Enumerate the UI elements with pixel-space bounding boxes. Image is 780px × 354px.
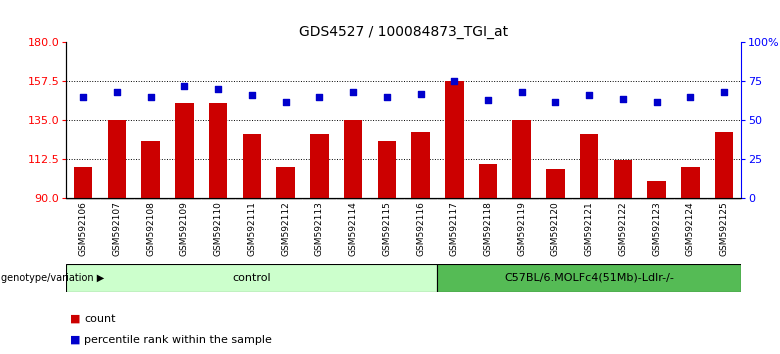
Bar xyxy=(647,181,666,198)
Text: GSM592115: GSM592115 xyxy=(382,201,392,256)
Point xyxy=(144,94,157,100)
Point xyxy=(718,90,730,95)
Text: GSM592117: GSM592117 xyxy=(450,201,459,256)
Point xyxy=(414,91,427,97)
Text: GSM592110: GSM592110 xyxy=(214,201,222,256)
Point xyxy=(347,90,360,95)
Bar xyxy=(546,169,565,198)
Text: control: control xyxy=(232,273,271,283)
Text: GSM592118: GSM592118 xyxy=(484,201,492,256)
Bar xyxy=(344,120,363,198)
Text: GSM592122: GSM592122 xyxy=(619,201,627,256)
Text: GSM592120: GSM592120 xyxy=(551,201,560,256)
Text: GSM592107: GSM592107 xyxy=(112,201,122,256)
Bar xyxy=(681,167,700,198)
Point xyxy=(617,96,629,101)
Text: GSM592119: GSM592119 xyxy=(517,201,526,256)
Text: GSM592109: GSM592109 xyxy=(180,201,189,256)
Bar xyxy=(108,120,126,198)
Point xyxy=(212,86,225,92)
Point xyxy=(549,99,562,104)
Text: GSM592106: GSM592106 xyxy=(79,201,87,256)
Bar xyxy=(512,120,531,198)
Bar xyxy=(276,167,295,198)
Text: GSM592121: GSM592121 xyxy=(585,201,594,256)
Text: GSM592114: GSM592114 xyxy=(349,201,357,256)
Bar xyxy=(310,134,328,198)
Text: ■: ■ xyxy=(70,335,84,345)
Text: C57BL/6.MOLFc4(51Mb)-Ldlr-/-: C57BL/6.MOLFc4(51Mb)-Ldlr-/- xyxy=(504,273,674,283)
Text: GSM592113: GSM592113 xyxy=(315,201,324,256)
Text: count: count xyxy=(84,314,115,324)
Text: GSM592123: GSM592123 xyxy=(652,201,661,256)
Text: genotype/variation ▶: genotype/variation ▶ xyxy=(1,273,104,283)
Point xyxy=(111,90,123,95)
Point xyxy=(381,94,393,100)
Point xyxy=(178,83,190,89)
Bar xyxy=(714,132,733,198)
Text: GSM592108: GSM592108 xyxy=(146,201,155,256)
Text: GSM592111: GSM592111 xyxy=(247,201,257,256)
Point xyxy=(583,93,595,98)
Point xyxy=(516,90,528,95)
Bar xyxy=(209,103,228,198)
Point xyxy=(448,79,460,84)
Bar xyxy=(438,264,741,292)
Bar xyxy=(411,132,430,198)
Bar xyxy=(66,264,438,292)
Bar xyxy=(479,164,498,198)
Point xyxy=(77,94,90,100)
Bar xyxy=(74,167,93,198)
Point xyxy=(279,99,292,104)
Point xyxy=(684,94,697,100)
Bar xyxy=(580,134,598,198)
Text: GSM592125: GSM592125 xyxy=(720,201,729,256)
Point xyxy=(313,94,325,100)
Text: percentile rank within the sample: percentile rank within the sample xyxy=(84,335,272,345)
Point xyxy=(246,93,258,98)
Point xyxy=(482,97,495,103)
Bar xyxy=(175,103,193,198)
Title: GDS4527 / 100084873_TGI_at: GDS4527 / 100084873_TGI_at xyxy=(299,25,509,39)
Text: ■: ■ xyxy=(70,314,84,324)
Point xyxy=(651,99,663,104)
Bar xyxy=(378,141,396,198)
Bar xyxy=(243,134,261,198)
Text: GSM592124: GSM592124 xyxy=(686,201,695,256)
Bar xyxy=(141,141,160,198)
Text: GSM592112: GSM592112 xyxy=(281,201,290,256)
Bar xyxy=(614,160,633,198)
Bar xyxy=(445,81,463,198)
Text: GSM592116: GSM592116 xyxy=(416,201,425,256)
